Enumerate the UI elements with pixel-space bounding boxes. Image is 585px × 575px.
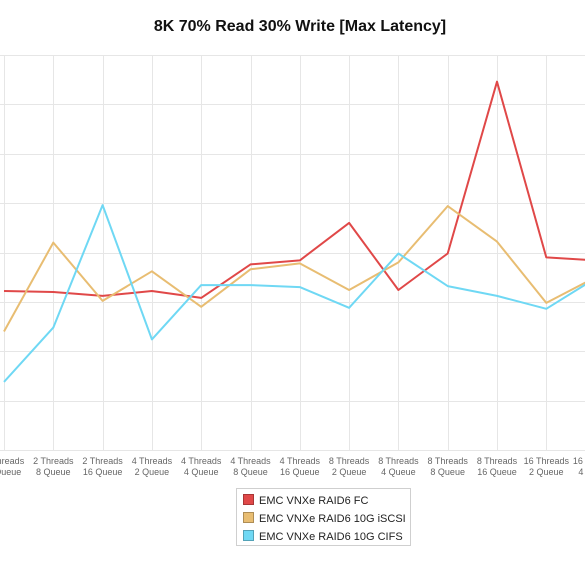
x-tick-label: 2 Threads 8 Queue [33,456,74,477]
grid [0,55,585,451]
legend-label: EMC VNXe RAID6 FC [259,495,369,507]
legend: EMC VNXe RAID6 FC EMC VNXe RAID6 10G iSC… [236,488,411,546]
x-tick-label: 8 Threads 8 Queue [428,456,469,477]
series-line [3,205,585,332]
series-line [3,80,585,299]
x-tick-label: 8 Threads 2 Queue [329,456,370,477]
x-tick-label: 16 Threads 2 Queue [524,456,570,477]
x-tick-label: 4 Threads 2 Queue [132,456,173,477]
x-tick-label: 4 Threads 4 Queue [181,456,222,477]
legend-swatch-iscsi [243,512,254,523]
series-line [3,204,585,383]
legend-label: EMC VNXe RAID6 10G iSCSI [259,513,406,525]
x-tick-label: 8 Threads 16 Queue [477,456,518,477]
legend-label: EMC VNXe RAID6 10G CIFS [259,531,403,543]
legend-swatch-cifs [243,530,254,541]
x-tick-label: 4 Threads 8 Queue [230,456,271,477]
legend-swatch-fc [243,494,254,505]
legend-item: EMC VNXe RAID6 10G iSCSI [243,510,410,528]
x-tick-label: 2 Threads 16 Queue [82,456,123,477]
series-lines [3,80,585,383]
x-tick-label: 8 Threads 4 Queue [378,456,419,477]
legend-item: EMC VNXe RAID6 10G CIFS [243,528,410,546]
x-tick-label: 4 Threads 16 Queue [280,456,321,477]
legend-item: EMC VNXe RAID6 FC [243,492,410,510]
chart-title: 8K 70% Read 30% Write [Max Latency] [153,18,447,35]
